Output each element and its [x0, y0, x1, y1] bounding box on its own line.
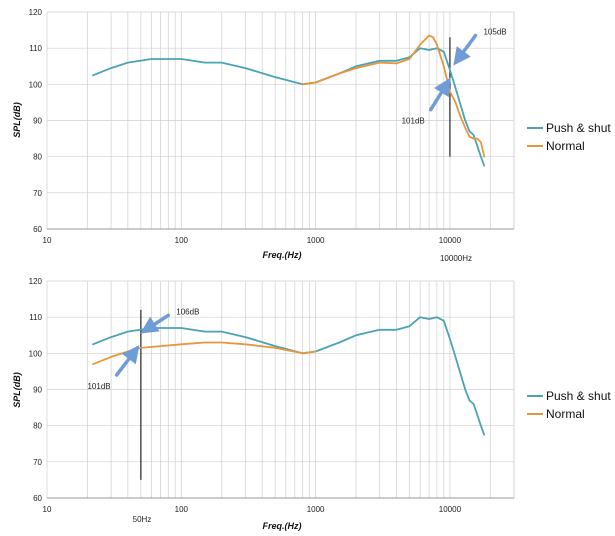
bottom-annotation-arrow — [114, 345, 140, 377]
bottom-annotation-label: 101dB — [87, 382, 110, 391]
top-y-tick-label: 100 — [29, 80, 43, 89]
top-y-tick-label: 120 — [29, 8, 43, 17]
bottom-x-tick-label: 100 — [175, 505, 189, 514]
bottom-vertical-marker-label: 50Hz — [133, 515, 152, 524]
top-annotation-arrow — [429, 77, 451, 112]
bottom-y-tick-label: 110 — [29, 313, 42, 322]
top-series-push-shut-line — [92, 47, 486, 167]
bottom-y-tick-label: 80 — [33, 422, 42, 431]
top-legend-label-push-shut: Push & shut — [546, 121, 611, 135]
bottom-annotation-arrow — [140, 313, 171, 334]
bottom-annotation-label: 106dB — [176, 307, 199, 316]
bottom-y-tick-label: 100 — [29, 349, 43, 358]
top-series-normal-line — [301, 34, 486, 158]
bottom-legend-label-normal: Normal — [546, 407, 585, 421]
top-annotation-label: 105dB — [483, 28, 506, 37]
top-legend-label-normal: Normal — [546, 139, 585, 153]
top-legend: Push & shut Normal — [527, 121, 611, 153]
top-x-tick-label: 10000 — [439, 236, 462, 245]
top-x-tick-label: 100 — [175, 236, 189, 245]
top-y-tick-label: 70 — [33, 189, 42, 198]
bottom-y-tick-label: 70 — [33, 458, 42, 467]
top-y-axis-label: SPL(dB) — [12, 102, 22, 138]
top-grid — [46, 11, 515, 230]
top-x-tick-label: 10 — [43, 236, 52, 245]
top-x-tick-label: 1000 — [307, 236, 325, 245]
bottom-y-tick-label: 120 — [29, 277, 43, 286]
bottom-series-push-shut-line — [92, 316, 486, 436]
bottom-grid — [46, 280, 515, 499]
top-y-tick-label: 90 — [33, 117, 42, 126]
bottom-y-axis-label: SPL(dB) — [12, 372, 22, 408]
top-vertical-marker-label: 10000Hz — [440, 254, 472, 263]
bottom-legend: Push & shut Normal — [527, 389, 611, 421]
top-annotation-label: 101dB — [402, 117, 425, 126]
top-y-tick-label: 60 — [33, 225, 42, 234]
bottom-x-tick-label: 10 — [43, 505, 52, 514]
bottom-legend-label-push-shut: Push & shut — [546, 389, 611, 403]
top-y-tick-label: 80 — [33, 153, 42, 162]
bottom-x-axis-label: Freq.(Hz) — [263, 521, 302, 531]
bottom-x-tick-label: 10000 — [439, 505, 462, 514]
top-chart: Freq.(Hz) SPL(dB) 10000Hz Push & shut No… — [12, 8, 611, 263]
top-x-axis-label: Freq.(Hz) — [263, 250, 302, 260]
bottom-y-tick-label: 60 — [33, 494, 42, 503]
bottom-x-tick-label: 1000 — [307, 505, 325, 514]
top-annotation-arrow — [453, 33, 478, 66]
bottom-y-tick-label: 90 — [33, 386, 42, 395]
top-y-tick-label: 110 — [29, 44, 42, 53]
bottom-chart: Freq.(Hz) SPL(dB) 50Hz Push & shut Norma… — [12, 277, 611, 531]
